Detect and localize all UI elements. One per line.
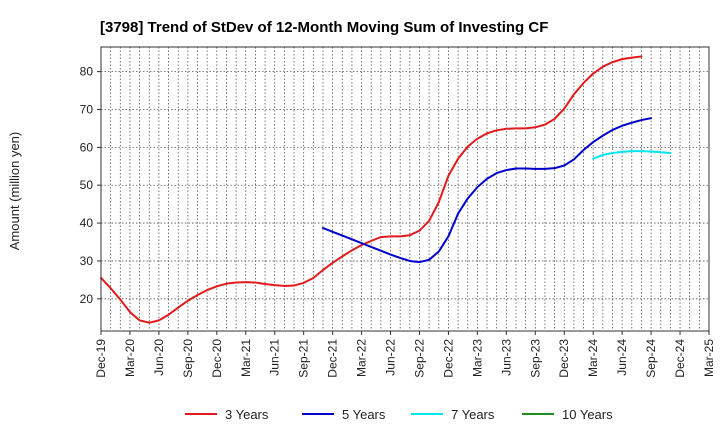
series-line-5-years — [321, 117, 653, 264]
legend-label: 7 Years — [451, 407, 495, 422]
legend-label: 5 Years — [342, 407, 386, 422]
x-tick-label: Dec-22 — [441, 339, 455, 378]
x-tick-label: Sep-20 — [181, 339, 195, 378]
x-tick-label: Dec-21 — [326, 339, 340, 378]
y-tick-label: 40 — [80, 216, 94, 230]
x-axis-ticks: Dec-19 Mar-20 Jun-20 Sep-20 Dec-20 Mar-21 Jun-… — [94, 331, 716, 378]
x-tick-label: Jun-20 — [152, 339, 166, 376]
x-tick-label: Dec-24 — [673, 339, 687, 378]
plot-background — [101, 47, 709, 331]
x-tick-label: Mar-21 — [239, 339, 253, 377]
x-tick-label: Sep-24 — [644, 339, 658, 378]
x-tick-label: Mar-22 — [355, 339, 369, 377]
x-tick-label: Jun-23 — [499, 339, 513, 376]
x-tick-label: Jun-21 — [268, 339, 282, 376]
x-tick-label: Sep-22 — [412, 339, 426, 378]
x-tick-label: Mar-23 — [470, 339, 484, 377]
x-tick-label: Jun-24 — [615, 339, 629, 376]
x-tick-label: Sep-23 — [528, 339, 542, 378]
x-tick-label: Dec-19 — [94, 339, 108, 378]
plot-area — [101, 47, 709, 331]
legend: 3 Years 5 Years 7 Years 10 Years — [185, 407, 613, 422]
y-tick-label: 50 — [80, 178, 94, 192]
x-tick-label: Jun-22 — [384, 339, 398, 376]
y-axis-ticks: 20 30 40 50 60 70 80 — [80, 65, 101, 306]
series-line-7-years — [592, 150, 672, 160]
series-line-3-years — [100, 55, 643, 324]
y-axis-label: Amount (million yen) — [7, 132, 22, 251]
plot-frame — [100, 46, 710, 332]
series-layer — [100, 55, 672, 324]
y-tick-label: 60 — [80, 140, 94, 154]
legend-label: 3 Years — [225, 407, 269, 422]
x-tick-label: Mar-25 — [702, 339, 716, 377]
axes — [100, 46, 710, 332]
legend-label: 10 Years — [562, 407, 613, 422]
x-tick-label: Dec-23 — [557, 339, 571, 378]
x-tick-label: Dec-20 — [210, 339, 224, 378]
x-tick-label: Mar-24 — [586, 339, 600, 377]
x-tick-label: Mar-20 — [123, 339, 137, 377]
y-tick-label: 30 — [80, 254, 94, 268]
y-tick-label: 80 — [80, 65, 94, 79]
chart-title: [3798] Trend of StDev of 12-Month Moving… — [100, 19, 548, 36]
x-tick-label: Sep-21 — [297, 339, 311, 378]
y-tick-label: 70 — [80, 102, 94, 116]
y-tick-label: 20 — [80, 292, 94, 306]
